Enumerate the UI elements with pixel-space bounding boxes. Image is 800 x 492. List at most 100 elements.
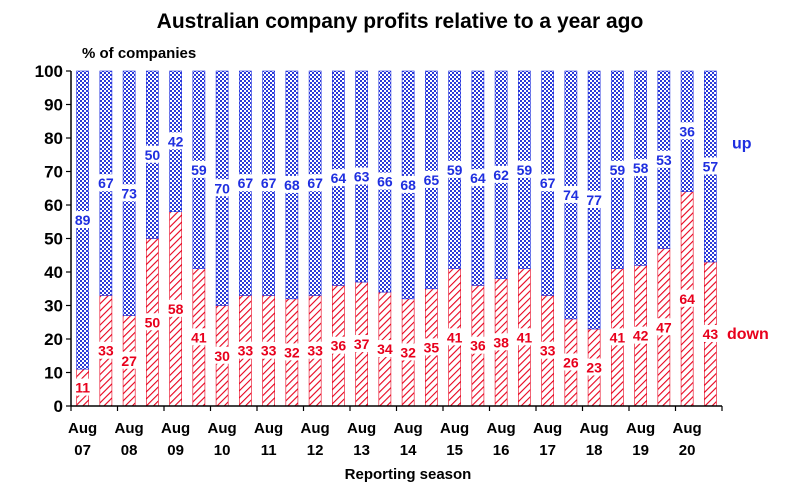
label-up-5: 59 xyxy=(191,162,207,178)
x-tick-month-8: Aug xyxy=(440,420,469,437)
label-down-14-bg xyxy=(398,343,419,361)
label-up-1-bg xyxy=(95,174,116,192)
x-tick-year-11: 18 xyxy=(586,442,603,459)
x-tick-month-3: Aug xyxy=(208,420,237,437)
label-up-19: 59 xyxy=(517,162,533,178)
data-labels-group: 11 89 33 67 27 73 50 50 58 42 41 59 30 70 33 67 33 67 32 68… xyxy=(72,122,721,396)
label-up-13-bg xyxy=(374,172,395,190)
x-axis-label: Reporting season xyxy=(345,466,472,483)
label-up-0-bg xyxy=(72,211,93,229)
label-down-16-bg xyxy=(444,328,465,346)
series-label-down: down xyxy=(727,326,769,343)
label-up-6: 70 xyxy=(214,180,230,196)
label-down-7: 33 xyxy=(238,343,254,359)
x-tick-year-7: 14 xyxy=(400,442,417,459)
label-down-19-bg xyxy=(514,328,535,346)
chart-title: Australian company profits relative to a… xyxy=(157,10,644,33)
label-down-5: 41 xyxy=(191,329,207,345)
label-up-4: 42 xyxy=(168,133,184,149)
label-down-25-bg xyxy=(653,318,674,336)
label-down-23: 41 xyxy=(610,329,626,345)
label-down-18: 38 xyxy=(493,334,509,350)
x-tick-year-5: 12 xyxy=(307,442,324,459)
label-down-7-bg xyxy=(235,341,256,359)
label-up-25: 53 xyxy=(656,152,672,168)
label-up-16-bg xyxy=(444,160,465,178)
label-down-20-bg xyxy=(537,341,558,359)
label-down-1: 33 xyxy=(98,343,114,359)
label-up-12: 63 xyxy=(354,169,370,185)
y-tick-label-7: 70 xyxy=(44,163,63,182)
y-tick-label-2: 20 xyxy=(44,330,63,349)
x-tick-month-7: Aug xyxy=(394,420,423,437)
x-tick-month-12: Aug xyxy=(626,420,655,437)
label-down-9: 32 xyxy=(284,344,300,360)
label-down-21: 26 xyxy=(563,354,579,370)
x-tick-month-9: Aug xyxy=(487,420,516,437)
label-down-27: 43 xyxy=(703,326,719,342)
y-tick-label-6: 60 xyxy=(44,196,63,215)
label-down-6: 30 xyxy=(214,348,230,364)
label-down-4-bg xyxy=(165,299,186,317)
label-down-1-bg xyxy=(95,341,116,359)
label-up-19-bg xyxy=(514,160,535,178)
label-down-8: 33 xyxy=(261,343,277,359)
series-label-up: up xyxy=(732,136,752,153)
label-up-1: 67 xyxy=(98,175,114,191)
label-up-7: 67 xyxy=(238,175,254,191)
label-up-3-bg xyxy=(142,145,163,163)
x-tick-year-1: 08 xyxy=(121,442,138,459)
label-down-13-bg xyxy=(374,340,395,358)
label-down-15: 35 xyxy=(424,339,440,355)
label-up-20: 67 xyxy=(540,175,556,191)
label-down-4: 58 xyxy=(168,301,184,317)
x-tick-month-11: Aug xyxy=(580,420,609,437)
label-down-20: 33 xyxy=(540,343,556,359)
label-up-23: 59 xyxy=(610,162,626,178)
y-tick-label-10: 100 xyxy=(35,62,63,81)
label-down-6-bg xyxy=(212,346,233,364)
label-down-18-bg xyxy=(491,333,512,351)
axes-group: 0 10 20 30 40 50 60 70 80 90 100 Aug 07 Aug 08 Aug 09 Aug… xyxy=(35,62,723,459)
label-up-14: 68 xyxy=(400,177,416,193)
label-down-12: 37 xyxy=(354,336,370,352)
label-down-10: 33 xyxy=(307,343,323,359)
x-tick-year-0: 07 xyxy=(74,442,91,459)
label-up-16: 59 xyxy=(447,162,463,178)
label-down-25: 47 xyxy=(656,319,672,335)
label-down-19: 41 xyxy=(517,329,533,345)
label-up-22: 77 xyxy=(586,192,602,208)
x-tick-month-6: Aug xyxy=(347,420,376,437)
label-down-8-bg xyxy=(258,341,279,359)
y-tick-label-0: 0 xyxy=(54,397,63,416)
label-up-18: 62 xyxy=(493,167,509,183)
x-tick-month-2: Aug xyxy=(161,420,190,437)
label-down-9-bg xyxy=(281,343,302,361)
label-down-23-bg xyxy=(607,328,628,346)
label-up-22-bg xyxy=(584,190,605,208)
label-up-11: 64 xyxy=(331,170,347,186)
x-tick-year-10: 17 xyxy=(539,442,556,459)
label-down-13: 34 xyxy=(377,341,393,357)
label-down-2: 27 xyxy=(121,353,137,369)
x-tick-year-13: 20 xyxy=(679,442,696,459)
label-down-27-bg xyxy=(700,324,721,342)
label-up-10-bg xyxy=(305,174,326,192)
label-up-8-bg xyxy=(258,174,279,192)
label-down-26: 64 xyxy=(679,291,695,307)
label-down-24-bg xyxy=(630,326,651,344)
label-down-3: 50 xyxy=(145,314,161,330)
label-down-15-bg xyxy=(421,338,442,356)
label-up-11-bg xyxy=(328,169,349,187)
y-tick-label-4: 40 xyxy=(44,263,63,282)
label-down-14: 32 xyxy=(400,344,416,360)
label-up-17-bg xyxy=(467,169,488,187)
label-up-3: 50 xyxy=(145,147,161,163)
label-up-21: 74 xyxy=(563,187,579,203)
x-tick-year-3: 10 xyxy=(214,442,231,459)
label-up-4-bg xyxy=(165,132,186,150)
label-down-17: 36 xyxy=(470,338,486,354)
label-up-26: 36 xyxy=(679,123,695,139)
label-up-9-bg xyxy=(281,175,302,193)
label-down-17-bg xyxy=(467,336,488,354)
